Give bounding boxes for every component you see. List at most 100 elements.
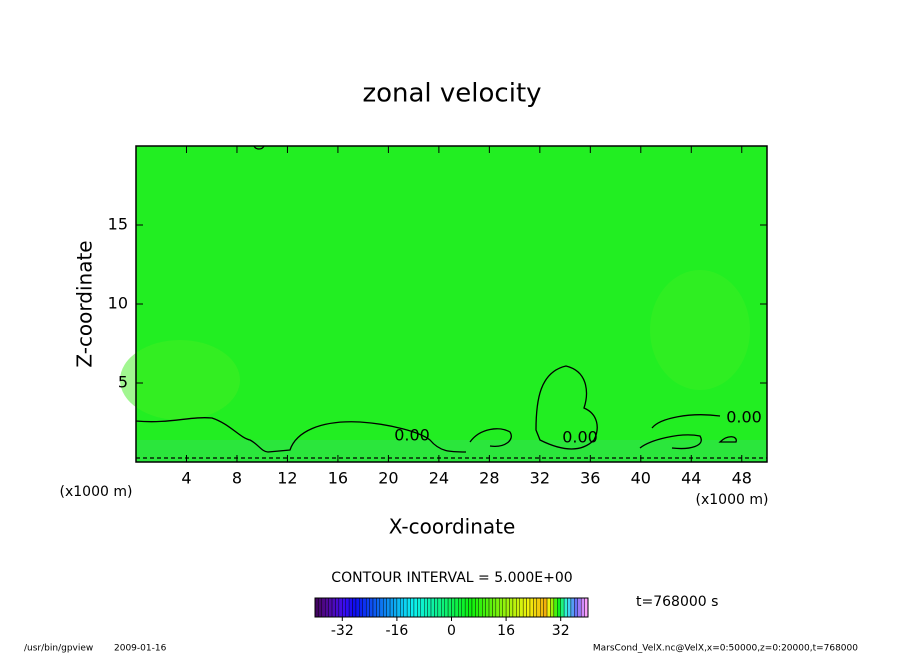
- colorbar-swatch: [492, 597, 497, 618]
- colorbar-swatch: [577, 597, 582, 618]
- colorbar-swatch: [509, 597, 514, 618]
- contour-line: [253, 145, 265, 150]
- x-tick-label: 48: [732, 469, 752, 488]
- contour-fill: [136, 146, 767, 462]
- colorbar-swatch: [478, 597, 483, 618]
- colorbar-swatch: [393, 597, 398, 618]
- colorbar-swatch: [553, 597, 558, 618]
- colorbar-swatch: [417, 597, 421, 618]
- footer-program: /usr/bin/gpview: [24, 644, 93, 654]
- colorbar-swatch: [563, 597, 568, 618]
- colorbar-swatch: [475, 597, 480, 618]
- colorbar-swatch: [424, 597, 428, 618]
- colorbar-swatch: [519, 597, 524, 618]
- colorbar-swatch: [458, 597, 462, 618]
- time-label: t=768000 s: [636, 594, 718, 610]
- colorbar-swatch: [383, 597, 387, 618]
- colorbar-swatch: [434, 597, 439, 618]
- x-tick-label: 12: [277, 469, 297, 488]
- y-tick-label: 15: [108, 215, 128, 234]
- colorbar-swatch: [396, 597, 401, 618]
- colorbar-swatch: [567, 597, 572, 618]
- contour-line: [639, 434, 702, 450]
- y-tick-label: 10: [108, 294, 128, 313]
- x-tick-label: 24: [429, 469, 449, 488]
- colorbar-swatch: [314, 597, 319, 618]
- x-tick-label: 40: [631, 469, 651, 488]
- colorbar-swatch: [522, 597, 527, 618]
- contour-line: [469, 428, 512, 447]
- colorbar-tick-label: -32: [331, 623, 354, 639]
- colorbar-swatch: [580, 597, 585, 618]
- contour-label: 0.00: [394, 426, 430, 445]
- y-tick-label: 5: [118, 373, 128, 392]
- colorbar-swatch: [403, 597, 408, 618]
- colorbar-swatch: [386, 597, 391, 618]
- colorbar-swatch: [499, 597, 503, 618]
- x-tick-label: 36: [580, 469, 600, 488]
- x-axis-label: X-coordinate: [389, 515, 516, 539]
- colorbar-swatch: [400, 597, 404, 618]
- colorbar-swatch: [529, 597, 534, 618]
- colorbar-swatch: [427, 597, 432, 618]
- colorbar-swatch: [488, 597, 493, 618]
- colorbar-swatch: [471, 597, 476, 618]
- colorbar-swatch: [540, 597, 544, 618]
- contour-line: [651, 414, 721, 429]
- colorbar-swatch: [430, 597, 435, 618]
- colorbar-swatch: [420, 597, 425, 618]
- x-tick-label: 20: [378, 469, 398, 488]
- colorbar-swatch: [369, 597, 374, 618]
- chart-title: zonal velocity: [362, 79, 541, 109]
- colorbar-swatch: [584, 597, 589, 618]
- colorbar-tick-label: 0: [447, 623, 456, 639]
- colorbar-swatch: [512, 597, 517, 618]
- colorbar-swatch: [372, 597, 377, 618]
- contour-interval: CONTOUR INTERVAL = 5.000E+00: [331, 570, 572, 586]
- colorbar-swatch: [550, 597, 555, 618]
- colorbar-swatch: [441, 597, 445, 618]
- colorbar-swatch: [502, 597, 507, 618]
- colorbar-swatch: [468, 597, 473, 618]
- colorbar-swatch: [335, 597, 340, 618]
- colorbar-swatch: [328, 597, 333, 618]
- colorbar-swatch: [413, 597, 418, 618]
- contour-label: 0.00: [562, 428, 598, 447]
- colorbar-swatch: [447, 597, 452, 618]
- x-tick-label: 32: [530, 469, 550, 488]
- x-tick-label: 16: [328, 469, 348, 488]
- colorbar-swatch: [557, 597, 561, 618]
- colorbar-swatch: [365, 597, 370, 618]
- colorbar-tick-label: 16: [497, 623, 515, 639]
- contour-lines: [135, 145, 767, 459]
- footer-date: 2009-01-16: [114, 644, 167, 654]
- contour-line: [535, 365, 598, 450]
- colorbar-swatch: [318, 597, 323, 618]
- colorbar-swatch: [376, 597, 381, 618]
- x-unit: (x1000 m): [60, 484, 133, 500]
- colorbar-swatch: [389, 597, 394, 618]
- contour-line: [718, 436, 737, 443]
- colorbar-swatch: [444, 597, 449, 618]
- colorbar-swatch: [482, 597, 486, 618]
- colorbar-swatch: [533, 597, 538, 618]
- colorbar-swatch: [461, 597, 466, 618]
- x-tick-label: 44: [681, 469, 701, 488]
- colorbar-swatch: [345, 597, 350, 618]
- x-tick-label: 4: [181, 469, 191, 488]
- colorbar-swatch: [464, 597, 469, 618]
- colorbar-swatch: [352, 597, 357, 618]
- colorbar-swatch: [348, 597, 353, 618]
- colorbar-swatch: [485, 597, 490, 618]
- colorbar-tick-label: 32: [552, 623, 570, 639]
- footer-source: MarsCond_VelX.nc@VelX,x=0:50000,z=0:2000…: [593, 644, 858, 654]
- colorbar-swatch: [410, 597, 415, 618]
- colorbar-swatch: [536, 597, 541, 618]
- colorbar-swatch: [526, 597, 531, 618]
- colorbar-swatch: [355, 597, 360, 618]
- colorbar-swatch: [505, 597, 510, 618]
- y-axis-label: Z-coordinate: [73, 240, 97, 367]
- colorbar-tick-label: -16: [385, 623, 408, 639]
- colorbar-swatch: [338, 597, 343, 618]
- colorbar-swatch: [406, 597, 411, 618]
